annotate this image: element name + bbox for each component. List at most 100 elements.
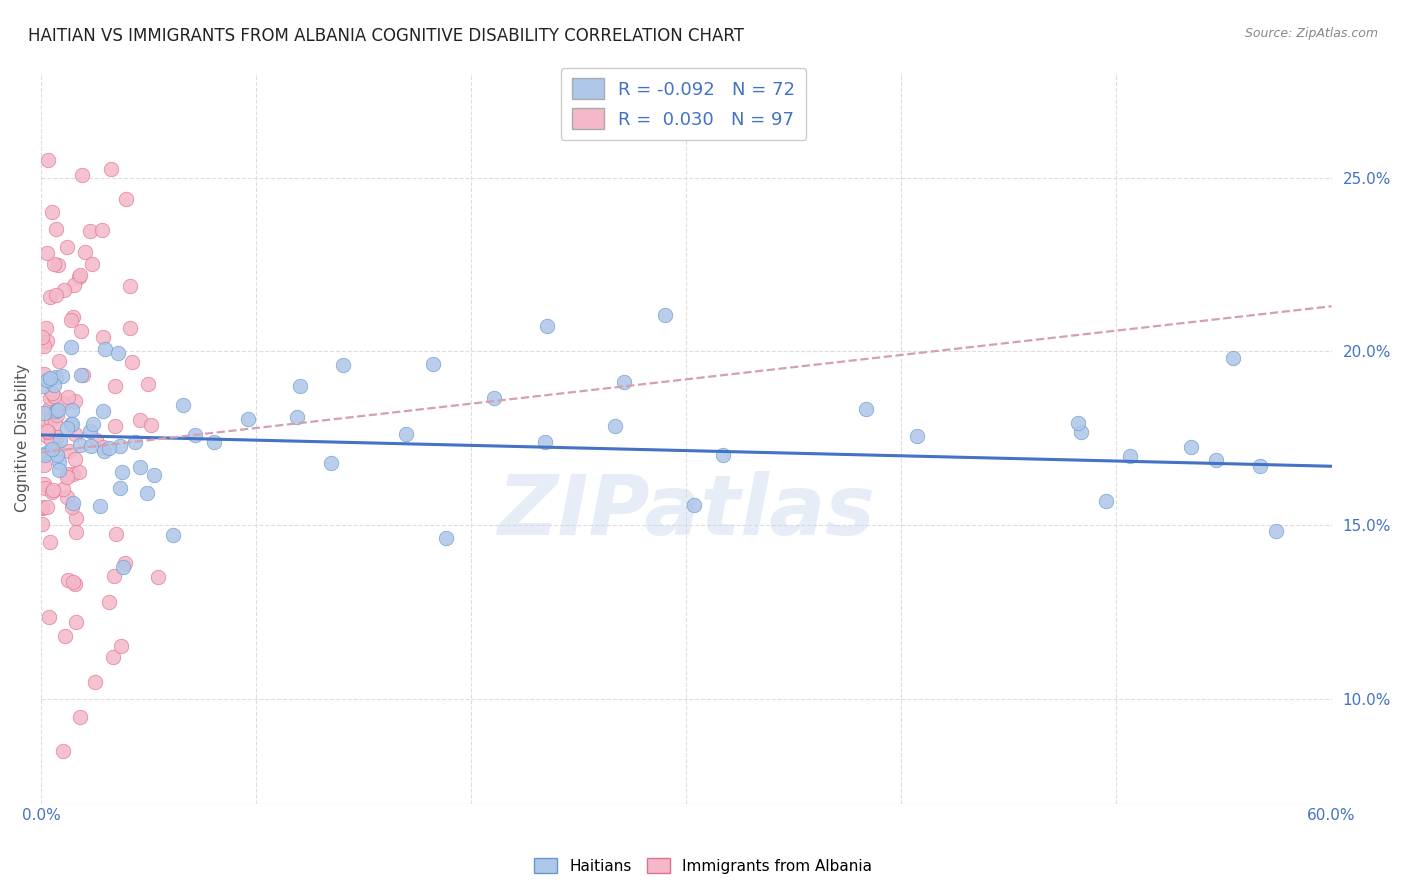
Point bbox=[536, 318, 558, 333]
Point bbox=[101, 650, 124, 665]
Point bbox=[56, 469, 79, 483]
Point bbox=[422, 357, 444, 371]
Point bbox=[103, 569, 125, 583]
Point bbox=[52, 283, 75, 297]
Legend: R = -0.092   N = 72, R =  0.030   N = 97: R = -0.092 N = 72, R = 0.030 N = 97 bbox=[561, 68, 806, 140]
Point bbox=[67, 465, 90, 479]
Point bbox=[51, 369, 73, 384]
Point bbox=[124, 435, 146, 450]
Point bbox=[44, 257, 66, 271]
Point bbox=[39, 370, 62, 384]
Point bbox=[108, 481, 131, 495]
Point bbox=[236, 412, 259, 426]
Point bbox=[42, 378, 65, 392]
Point bbox=[42, 483, 65, 497]
Point bbox=[46, 448, 69, 462]
Point bbox=[39, 391, 62, 405]
Point bbox=[32, 477, 55, 491]
Point bbox=[69, 709, 91, 723]
Point bbox=[89, 499, 111, 513]
Point bbox=[70, 324, 93, 338]
Point bbox=[37, 425, 59, 439]
Point bbox=[45, 288, 67, 302]
Point bbox=[69, 437, 91, 451]
Point bbox=[31, 330, 53, 344]
Point bbox=[118, 321, 141, 335]
Point bbox=[94, 343, 117, 357]
Point bbox=[63, 278, 86, 293]
Point bbox=[82, 417, 104, 432]
Point bbox=[1070, 425, 1092, 439]
Point bbox=[41, 485, 63, 500]
Y-axis label: Cognitive Disability: Cognitive Disability bbox=[15, 364, 30, 513]
Point bbox=[56, 490, 79, 504]
Point bbox=[49, 433, 72, 447]
Point bbox=[394, 426, 416, 441]
Point bbox=[79, 224, 101, 238]
Point bbox=[38, 402, 60, 417]
Point bbox=[285, 410, 308, 425]
Point bbox=[37, 425, 59, 439]
Point bbox=[58, 573, 80, 587]
Point bbox=[46, 258, 69, 272]
Point bbox=[111, 559, 134, 574]
Point bbox=[58, 390, 80, 404]
Point bbox=[53, 396, 76, 410]
Point bbox=[45, 404, 67, 418]
Point bbox=[48, 402, 70, 417]
Point bbox=[434, 531, 457, 545]
Point bbox=[63, 394, 86, 409]
Point bbox=[60, 500, 83, 514]
Point bbox=[202, 434, 225, 449]
Point bbox=[115, 192, 138, 206]
Point bbox=[56, 240, 79, 254]
Point bbox=[82, 257, 104, 271]
Point bbox=[110, 465, 132, 479]
Point bbox=[136, 377, 159, 392]
Point bbox=[35, 373, 58, 387]
Point bbox=[1265, 524, 1288, 538]
Point bbox=[97, 595, 120, 609]
Point bbox=[612, 376, 634, 390]
Point bbox=[65, 615, 87, 630]
Point bbox=[1249, 458, 1271, 473]
Point bbox=[83, 674, 105, 689]
Point bbox=[104, 527, 127, 541]
Point bbox=[1180, 440, 1202, 454]
Point bbox=[35, 446, 58, 460]
Point bbox=[45, 430, 67, 444]
Text: Source: ZipAtlas.com: Source: ZipAtlas.com bbox=[1244, 27, 1378, 40]
Point bbox=[110, 639, 132, 653]
Point bbox=[52, 744, 75, 758]
Point bbox=[129, 412, 152, 426]
Point bbox=[104, 378, 127, 392]
Point bbox=[1094, 494, 1116, 508]
Point bbox=[35, 321, 58, 335]
Point bbox=[37, 153, 59, 168]
Point bbox=[75, 245, 97, 260]
Point bbox=[603, 419, 626, 434]
Point bbox=[41, 385, 63, 400]
Point bbox=[1222, 351, 1244, 366]
Point bbox=[60, 403, 83, 417]
Point bbox=[35, 246, 58, 260]
Point bbox=[534, 434, 557, 449]
Point bbox=[55, 629, 77, 643]
Point bbox=[108, 439, 131, 453]
Point bbox=[41, 205, 63, 219]
Point bbox=[69, 268, 91, 282]
Point bbox=[70, 368, 93, 383]
Point bbox=[288, 378, 311, 392]
Point bbox=[31, 501, 53, 516]
Point bbox=[59, 340, 82, 354]
Point bbox=[39, 433, 62, 447]
Point bbox=[58, 444, 80, 458]
Point bbox=[100, 162, 122, 177]
Point bbox=[37, 334, 59, 348]
Point bbox=[121, 355, 143, 369]
Point bbox=[143, 467, 166, 482]
Point bbox=[45, 370, 67, 384]
Point bbox=[48, 354, 70, 368]
Point bbox=[34, 411, 56, 425]
Text: ZIPatlas: ZIPatlas bbox=[498, 471, 876, 552]
